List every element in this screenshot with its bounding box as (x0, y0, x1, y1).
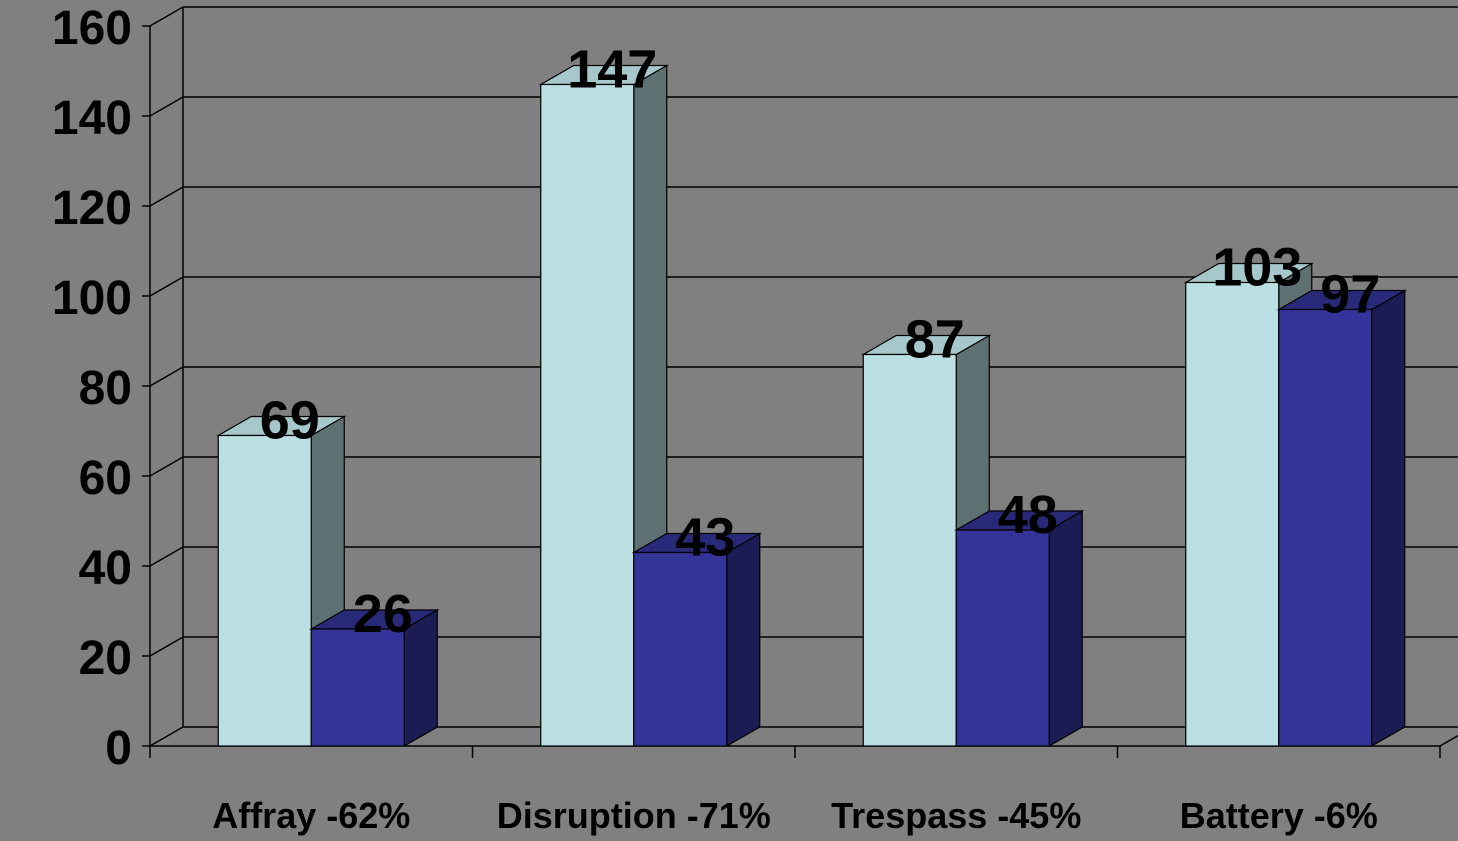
gridline-depth (149, 366, 184, 387)
bars (216, 64, 1407, 748)
data-labels: 69 26 147 43 87 48 103 97 (260, 40, 1381, 645)
gridline-depth (149, 96, 184, 117)
bar-front (955, 529, 1050, 747)
x-tick-label: Battery -6% (1180, 795, 1378, 836)
bar-front (217, 434, 312, 747)
gridline-depth (149, 726, 184, 747)
data-label: 48 (998, 485, 1058, 545)
gridline-depth (149, 546, 184, 567)
bar (954, 509, 1085, 748)
y-tick-label: 60 (79, 452, 132, 505)
x-tick-label: Trespass -45% (831, 795, 1081, 836)
bar (631, 532, 762, 748)
y-axis: 0 20 40 60 80 100 120 140 160 (52, 2, 151, 775)
x-axis: Affray -62% Disruption -71% Trespass -45% B… (149, 734, 1458, 836)
bar-side (1048, 509, 1083, 748)
y-tick-label: 100 (52, 272, 132, 325)
bar (1276, 289, 1407, 748)
data-label: 26 (353, 584, 413, 644)
y-tick-label: 120 (52, 182, 132, 235)
x-tick-label: Disruption -71% (497, 795, 771, 836)
bar-front (862, 353, 957, 747)
floor-edge (1439, 734, 1458, 747)
gridline-depth (149, 276, 184, 297)
data-label: 103 (1212, 238, 1302, 298)
y-tick-label: 40 (79, 542, 132, 595)
y-tick-label: 0 (105, 722, 132, 775)
gridline-depth (149, 456, 184, 477)
data-label: 87 (905, 310, 965, 370)
data-label: 147 (567, 40, 657, 100)
gridline-depth (149, 6, 184, 27)
y-tick-label: 140 (52, 92, 132, 145)
x-tick-label: Affray -62% (212, 795, 410, 836)
data-label: 97 (1320, 265, 1380, 325)
data-label: 69 (260, 391, 320, 451)
gridline-depth (149, 636, 184, 657)
bar-front (1185, 281, 1280, 747)
gridline-depth (149, 186, 184, 207)
y-tick-label: 160 (52, 2, 132, 55)
y-tick-label: 80 (79, 362, 132, 415)
data-label: 43 (675, 508, 735, 568)
bar-front (1278, 308, 1373, 747)
bar-side (1371, 289, 1406, 748)
bar-front (310, 628, 405, 747)
bar (309, 608, 440, 748)
bar-front (540, 83, 635, 747)
y-tick-label: 20 (79, 632, 132, 685)
bar-front (633, 551, 728, 747)
